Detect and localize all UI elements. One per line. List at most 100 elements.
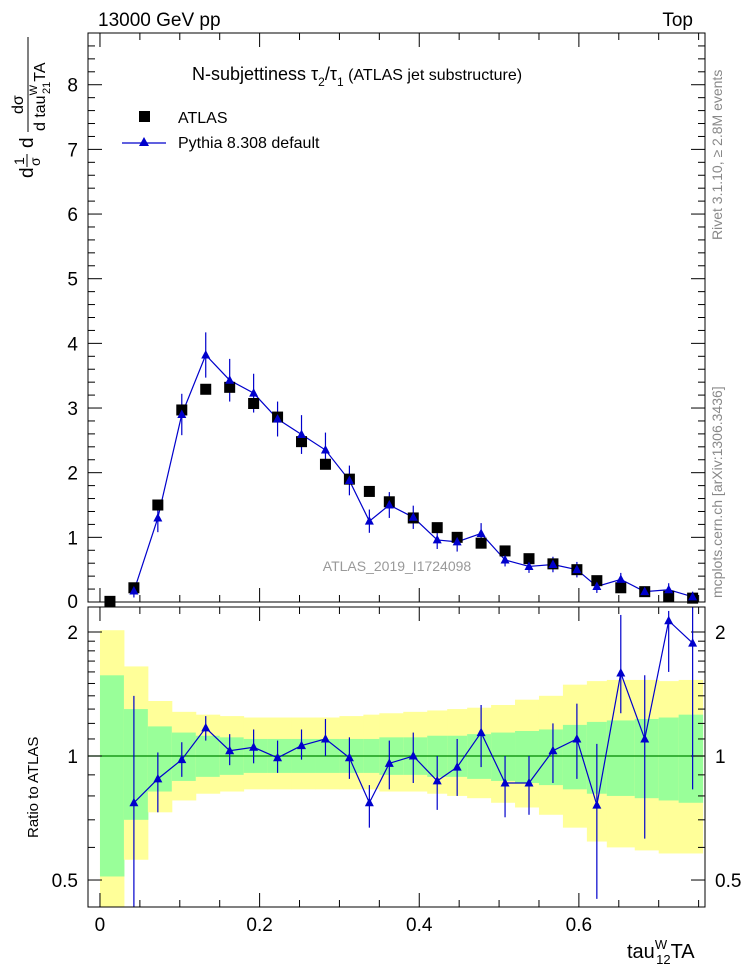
legend: ATLAS Pythia 8.308 default xyxy=(122,110,320,152)
legend-marker-pythia xyxy=(139,137,149,146)
ratio-plot-frame xyxy=(87,606,706,908)
atlas-data-point xyxy=(296,436,308,448)
y-tick-label: 5 xyxy=(67,270,78,291)
ratio-data-point xyxy=(249,742,259,751)
y-tick-label: 7 xyxy=(67,140,78,161)
plot-title-main: N-subjettiness τ xyxy=(192,64,318,84)
mc-data-point xyxy=(408,512,418,521)
atlas-data-point xyxy=(523,553,535,565)
ratio-data-point xyxy=(408,751,418,760)
mc-data-point xyxy=(616,574,626,583)
ratio-y-tick-label-left: 0.5 xyxy=(52,871,78,892)
ratio-data-point xyxy=(572,733,582,743)
ylabel-frac-num: 1 xyxy=(11,157,27,165)
ylabel-den: d tauW21TA xyxy=(28,62,53,131)
mc-data-point xyxy=(548,559,558,568)
x-axis-label: tauW 12TA xyxy=(627,937,695,967)
mc-data-point xyxy=(129,586,139,595)
y-tick-label: 8 xyxy=(67,76,78,97)
ylabel-d2: d xyxy=(17,137,38,148)
mc-data-point xyxy=(364,516,374,525)
y-tick-label: 1 xyxy=(67,528,78,549)
mc-data-point xyxy=(344,475,354,484)
rivet-version-label: Rivet 3.1.10, ≥ 2.8M events xyxy=(709,70,725,240)
atlas-data-point xyxy=(248,397,260,409)
mc-data-point xyxy=(153,512,163,522)
plot-title-rest: (ATLAS jet substructure) xyxy=(344,67,522,84)
ratio-axis-ticks: 0.5 0.5 1 1 2 2 0 0.2 0.4 0.6 xyxy=(52,607,741,936)
ratio-data-point xyxy=(273,752,283,762)
ratio-data-point xyxy=(640,733,650,743)
ratio-data-layer xyxy=(129,607,698,907)
ratio-data-point xyxy=(688,638,698,647)
mc-data-point xyxy=(320,445,330,454)
atlas-data-point xyxy=(200,383,212,395)
mc-data-point xyxy=(225,375,235,384)
x-tick-label: 0 xyxy=(95,915,106,936)
mc-data-point xyxy=(640,586,650,596)
ratio-inner-band xyxy=(99,675,125,877)
ratio-y-tick-label-left: 2 xyxy=(67,623,78,644)
mc-data-point xyxy=(688,591,698,601)
ratio-data-point xyxy=(297,740,307,750)
atlas-data-point xyxy=(615,582,627,594)
svg-text:d: d xyxy=(17,167,38,178)
ratio-y-tick-label-right: 2 xyxy=(715,623,726,644)
ratio-data-point xyxy=(201,722,211,732)
y-tick-label: 2 xyxy=(67,464,78,485)
main-y-axis-label: d 1 σ d dσ d tauW21TA xyxy=(10,37,53,178)
atlas-data-point xyxy=(152,499,164,511)
mc-data-point xyxy=(524,561,534,570)
atlas-data-point xyxy=(499,545,511,557)
legend-marker-atlas xyxy=(139,111,150,122)
ratio-y-tick-label-right: 1 xyxy=(715,747,726,768)
ratio-data-point xyxy=(524,777,534,787)
ratio-data-point xyxy=(177,754,187,764)
ratio-plot: 0.5 0.5 1 1 2 2 0 0.2 0.4 0.6 xyxy=(52,606,741,936)
ratio-data-point xyxy=(320,733,330,743)
mc-data-point xyxy=(177,409,187,418)
plot-title: N-subjettiness τ2/τ1 (ATLAS jet substruc… xyxy=(192,64,522,89)
ratio-data-point xyxy=(384,758,394,767)
mc-data-point xyxy=(297,429,307,439)
mc-data-point xyxy=(201,350,211,359)
ratio-inner-band xyxy=(678,714,704,803)
ratio-data-point xyxy=(153,773,163,783)
atlas-data-point xyxy=(363,485,375,497)
ratio-inner-band xyxy=(491,732,516,781)
ratio-inner-band xyxy=(658,717,680,801)
ratio-data-point xyxy=(548,745,558,755)
plot-title-sub1: 2 xyxy=(318,75,325,89)
y-tick-label: 4 xyxy=(67,334,78,355)
mc-data-point xyxy=(249,388,259,397)
ratio-data-point xyxy=(364,797,374,807)
ratio-data-point xyxy=(452,762,462,771)
ratio-inner-band xyxy=(606,720,636,796)
atlas-data-point xyxy=(475,537,487,549)
mc-data-point xyxy=(664,584,674,594)
mc-data-point xyxy=(500,554,510,564)
plot-title-sub2: 1 xyxy=(337,75,344,89)
ylabel-d1: d xyxy=(17,167,38,178)
mc-data-point xyxy=(476,528,486,537)
mc-data-point xyxy=(592,581,602,590)
ratio-inner-band xyxy=(634,718,660,799)
mcplots-label: mcplots.cern.ch [arXiv:1306.3436] xyxy=(709,386,725,598)
atlas-data-point xyxy=(319,458,331,470)
atlas-data-point xyxy=(224,381,236,393)
atlas-data-point xyxy=(663,590,675,602)
ratio-y-axis-label: Ratio to ATLAS xyxy=(25,737,42,838)
x-tick-label: 0.4 xyxy=(406,915,433,936)
ratio-data-point xyxy=(432,775,442,785)
main-data-layer xyxy=(104,332,699,607)
legend-label-atlas: ATLAS xyxy=(178,110,228,127)
ratio-inner-band xyxy=(562,724,588,790)
y-zero-tick-label: 0 xyxy=(67,592,78,613)
x-tick-label: 0.2 xyxy=(246,915,272,936)
mc-data-point xyxy=(273,414,283,423)
atlas-data-point xyxy=(104,595,116,607)
ratio-data-point xyxy=(476,727,486,737)
